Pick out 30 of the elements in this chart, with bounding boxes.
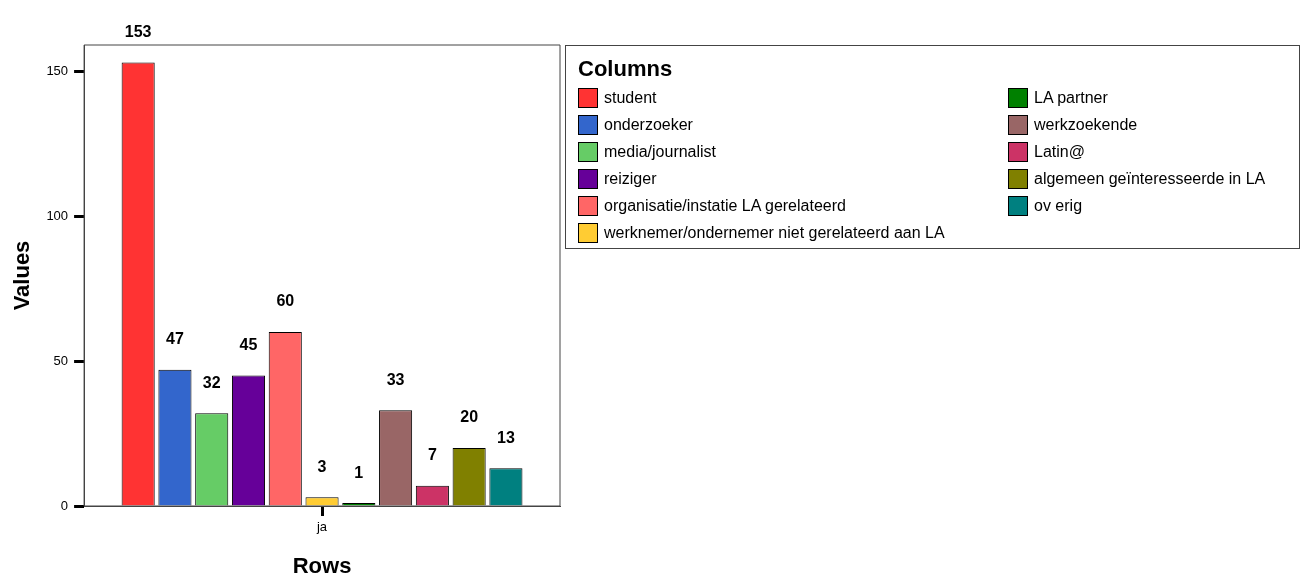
data-label: 3 bbox=[317, 457, 327, 475]
data-label: 20 bbox=[460, 408, 479, 426]
legend-title: Columns bbox=[578, 56, 674, 82]
legend-label: Latin@ bbox=[1034, 142, 1085, 161]
data-label: 32 bbox=[202, 373, 221, 391]
legend-label: werknemer/ondernemer niet gerelateerd aan LA bbox=[604, 223, 945, 242]
x-tick-label: ja bbox=[315, 519, 328, 535]
y-axis-title: Values bbox=[9, 240, 35, 311]
data-label: 33 bbox=[386, 370, 405, 388]
data-label: 153 bbox=[124, 22, 152, 40]
legend-label: werkzoekende bbox=[1034, 115, 1138, 134]
legend-label: reiziger bbox=[604, 169, 657, 188]
y-tick-label: 0 bbox=[60, 497, 69, 513]
data-label: 60 bbox=[276, 292, 295, 310]
data-label: 45 bbox=[239, 335, 258, 353]
legend-label: organisatie/instatie LA gerelateerd bbox=[604, 196, 846, 215]
legend-label: onderzoeker bbox=[604, 115, 693, 134]
data-label: 7 bbox=[427, 446, 437, 464]
y-tick-label: 100 bbox=[46, 207, 69, 223]
legend-label: student bbox=[604, 88, 657, 107]
y-tick-label: 50 bbox=[53, 352, 69, 368]
data-label: 47 bbox=[166, 330, 184, 348]
legend-label: ov erig bbox=[1034, 196, 1083, 215]
data-label: 13 bbox=[497, 428, 515, 446]
x-axis-title: Rows bbox=[292, 552, 352, 578]
legend-label: media/journalist bbox=[604, 142, 717, 161]
data-label: 1 bbox=[354, 463, 364, 481]
legend-label: algemeen geïnteresseerde in LA bbox=[1034, 169, 1266, 188]
y-tick-label: 150 bbox=[46, 62, 69, 78]
legend-label: LA partner bbox=[1034, 88, 1108, 107]
